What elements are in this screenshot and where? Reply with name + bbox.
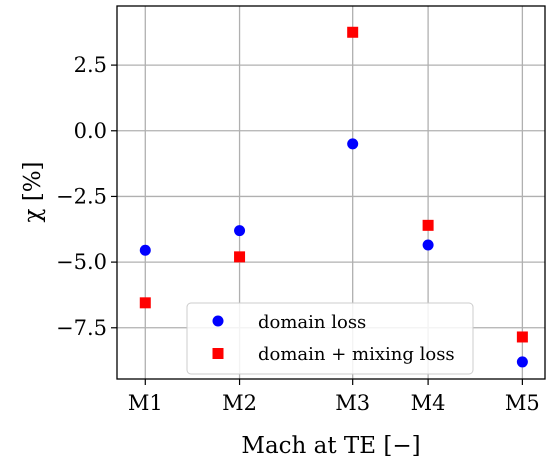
point-domain-mixing-loss: [422, 219, 434, 231]
point-domain-loss: [234, 225, 246, 237]
x-tick-label: M2: [222, 391, 257, 415]
point-domain-loss: [347, 138, 359, 150]
x-tick-label: M4: [411, 391, 446, 415]
legend-marker-mixing-loss: [212, 348, 224, 359]
x-tick-label: M5: [505, 391, 540, 415]
legend-label-domain-loss: domain loss: [258, 312, 366, 333]
point-domain-mixing-loss: [516, 331, 528, 343]
point-domain-mixing-loss: [234, 251, 246, 263]
x-axis-label: Mach at TE [−]: [241, 433, 420, 459]
y-tick-label: −7.5: [56, 316, 107, 340]
legend-label-mixing-loss: domain + mixing loss: [258, 344, 455, 365]
y-tick-label: 0.0: [74, 119, 107, 143]
ticks: M1 M2 M3 M4 M5 −7.5 −5.0 −2.5 0.0 2.5: [56, 53, 540, 415]
y-axis-label: χ [%]: [20, 161, 46, 222]
point-domain-loss: [139, 244, 151, 256]
legend-box: [186, 302, 474, 375]
point-domain-loss: [422, 239, 434, 251]
data-points: [139, 26, 528, 368]
y-tick-label: 2.5: [74, 53, 107, 77]
legend-marker-domain-loss: [212, 315, 224, 327]
y-tick-label: −2.5: [56, 184, 107, 208]
plot-frame: [116, 5, 546, 380]
legend: domain loss domain + mixing loss: [186, 302, 474, 375]
x-tick-label: M3: [335, 391, 370, 415]
y-tick-label: −5.0: [56, 250, 107, 274]
point-domain-mixing-loss: [139, 297, 151, 309]
point-domain-mixing-loss: [347, 26, 359, 38]
point-domain-loss: [516, 356, 528, 368]
x-tick-label: M1: [128, 391, 163, 415]
